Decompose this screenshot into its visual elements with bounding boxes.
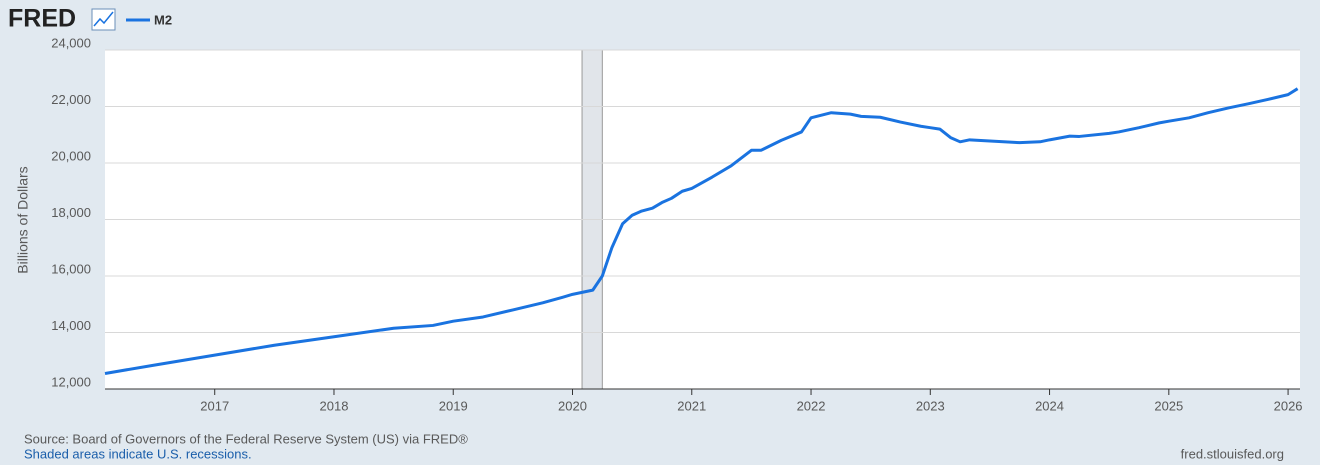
y-tick-label: 12,000: [51, 374, 91, 389]
y-tick-label: 14,000: [51, 318, 91, 333]
x-tick-label: 2023: [916, 398, 945, 413]
y-axis-label: Billions of Dollars: [15, 166, 31, 273]
x-tick-label: 2020: [558, 398, 587, 413]
source-note: Source: Board of Governors of the Federa…: [24, 431, 468, 446]
x-tick-label: 2021: [677, 398, 706, 413]
x-tick-label: 2018: [320, 398, 349, 413]
y-tick-label: 22,000: [51, 92, 91, 107]
y-tick-label: 18,000: [51, 205, 91, 220]
recession-note[interactable]: Shaded areas indicate U.S. recessions.: [24, 446, 252, 461]
y-tick-label: 16,000: [51, 261, 91, 276]
brand-logo[interactable]: FRED: [8, 5, 76, 33]
legend-label: M2: [154, 12, 172, 27]
x-tick-label: 2019: [439, 398, 468, 413]
x-tick-label: 2024: [1035, 398, 1064, 413]
logo-icon: [91, 8, 116, 31]
y-tick-label: 20,000: [51, 148, 91, 163]
site-link[interactable]: fred.stlouisfed.org: [1181, 446, 1284, 461]
x-tick-label: 2017: [200, 398, 229, 413]
x-tick-label: 2025: [1154, 398, 1183, 413]
x-tick-label: 2026: [1274, 398, 1303, 413]
line-series: [104, 87, 1299, 375]
y-tick-label: 24,000: [51, 35, 91, 50]
x-tick-label: 2022: [797, 398, 826, 413]
